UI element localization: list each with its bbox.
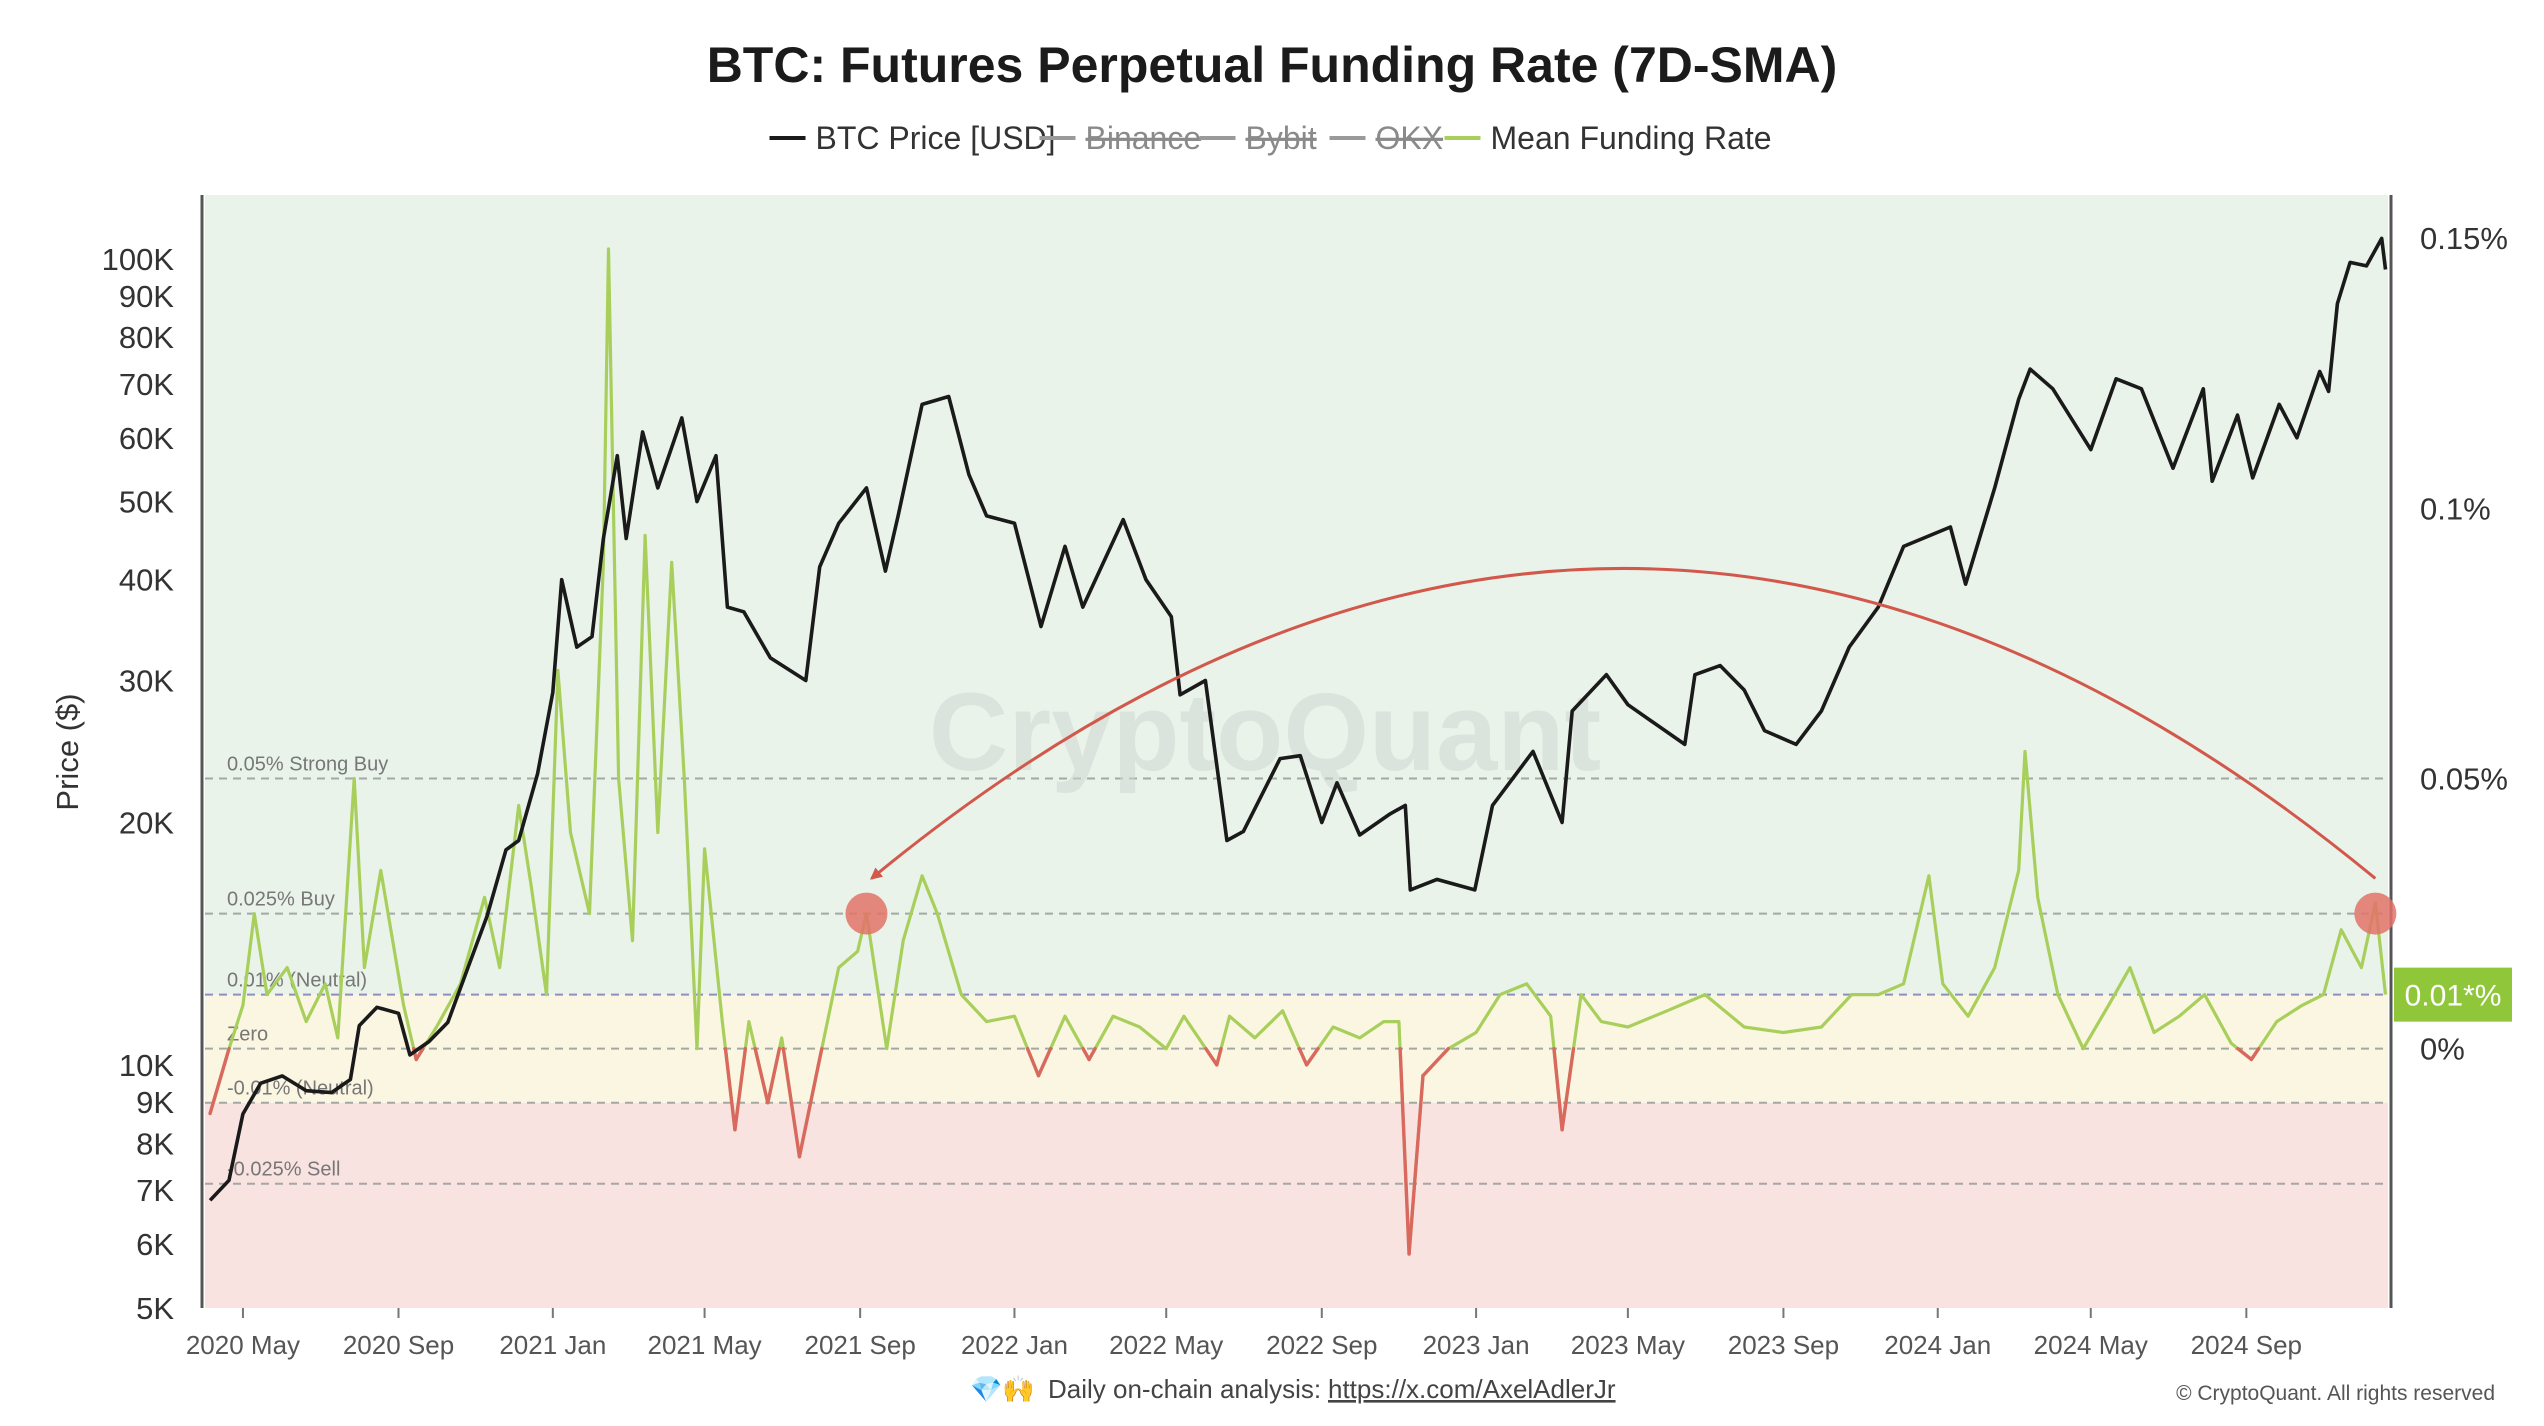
y-axis-label: Price ($) (50, 693, 85, 810)
x-tick-11: 2024 Jan (1884, 1330, 1991, 1360)
reference-label-3: Zero (227, 1024, 268, 1046)
y-left-tick-9: 10K (119, 1048, 174, 1083)
funding-negative-segment (1081, 1046, 1091, 1062)
y-right-tick-2: 0.05% (2420, 762, 2508, 797)
x-tick-10: 2023 Sep (1728, 1330, 1839, 1360)
x-tick-6: 2022 May (1109, 1330, 1223, 1360)
x-tick-3: 2021 May (647, 1330, 761, 1360)
current-value-badge-label: 0.01*% (2405, 980, 2502, 1013)
funding-negative-segment (1304, 1046, 1320, 1067)
annotations: 0.01*% (845, 567, 2512, 1022)
x-tick-13: 2024 Sep (2191, 1330, 2302, 1360)
funding-negative-segment (1036, 1046, 1053, 1078)
y-left-tick-6: 40K (119, 563, 174, 598)
y-right-tick-3: 0% (2420, 1032, 2465, 1067)
btc-price-line (208, 236, 2388, 1202)
x-tick-12: 2024 May (2034, 1330, 2148, 1360)
legend-entry-2[interactable]: Bybit (1246, 120, 1317, 156)
zone-1 (205, 994, 2388, 1103)
copyright: © CryptoQuant. All rights reserved (2176, 1382, 2495, 1405)
funding-negative-segment (1407, 1073, 1425, 1256)
mean-funding-rate-line (208, 247, 2388, 1256)
footer: 💎🙌 Daily on-chain analysis: https://x.co… (970, 1374, 2495, 1405)
reference-label-1: 0.025% Buy (227, 889, 335, 911)
legend: BTC Price [USD] Binance Bybit OKX Mean Fundi… (769, 120, 1772, 156)
zones (205, 195, 2388, 1308)
footer-text: Daily on-chain analysis: (1048, 1374, 1321, 1404)
zone-2 (205, 1102, 2388, 1308)
y-left-tick-8: 20K (119, 805, 174, 840)
y-left-tick-11: 8K (136, 1126, 174, 1161)
y-left-tick-13: 6K (136, 1227, 174, 1262)
funding-negative-segment (1204, 1046, 1219, 1067)
legend-entry-3[interactable]: OKX (1376, 120, 1444, 156)
legend-entry-4[interactable]: Mean Funding Rate (1491, 120, 1772, 156)
y-left-tick-7: 30K (119, 664, 174, 699)
y-right-tick-0: 0.15% (2420, 221, 2508, 256)
funding-negative-segment (1398, 1046, 1411, 1256)
funding-negative-segment (816, 1046, 824, 1067)
x-tick-7: 2022 Sep (1266, 1330, 1377, 1360)
funding-negative-segment (414, 1046, 425, 1062)
current-value-badge (2394, 967, 2512, 1022)
y-left-tick-3: 70K (119, 367, 174, 402)
reference-label-5: -0.025% Sell (227, 1159, 340, 1181)
y-left-tick-4: 60K (119, 421, 174, 456)
highlight-circle-1 (2354, 892, 2397, 935)
y-right-tick-1: 0.1% (2420, 491, 2491, 526)
y-left-tick-1: 90K (119, 279, 174, 314)
x-tick-9: 2023 May (1571, 1330, 1685, 1360)
legend-entry-0[interactable]: BTC Price [USD] (816, 120, 1056, 156)
x-tick-4: 2021 Sep (804, 1330, 915, 1360)
funding-negative-segment (733, 1046, 748, 1132)
funding-negative-segment (781, 1046, 802, 1159)
y-left-tick-10: 9K (136, 1085, 174, 1120)
series (208, 236, 2388, 1256)
funding-negative-segment (2249, 1046, 2261, 1062)
funding-negative-segment (1215, 1046, 1223, 1067)
funding-negative-segment (753, 1046, 770, 1105)
funding-negative-segment (208, 1046, 231, 1116)
x-tick-8: 2023 Jan (1423, 1330, 1530, 1360)
y-left-tick-0: 100K (102, 242, 175, 277)
funding-negative-segment (723, 1046, 737, 1132)
y-left-tick-5: 50K (119, 485, 174, 520)
curved-arrow (869, 567, 2377, 880)
footer-emoji: 💎🙌 (970, 1374, 1035, 1404)
y-left-tick-12: 7K (136, 1173, 174, 1208)
highlight-circle-0 (845, 892, 888, 935)
funding-negative-segment (797, 1063, 821, 1159)
y-left-tick-2: 80K (119, 320, 174, 355)
footer-link[interactable]: https://x.com/AxelAdlerJr (1328, 1374, 1616, 1404)
x-tick-2: 2021 Jan (499, 1330, 606, 1360)
chart-title: BTC: Futures Perpetual Funding Rate (7D-… (707, 37, 1838, 93)
y-left-tick-14: 5K (136, 1291, 174, 1326)
funding-negative-segment (1421, 1046, 1450, 1078)
watermark: CryptoQuant (929, 671, 1601, 794)
funding-negative-segment (1560, 1046, 1576, 1132)
reference-label-0: 0.05% Strong Buy (227, 754, 388, 776)
x-tick-0: 2020 May (186, 1330, 300, 1360)
funding-negative-segment (1025, 1046, 1041, 1078)
legend-entry-1[interactable]: Binance (1086, 120, 1202, 156)
x-tick-1: 2020 Sep (343, 1330, 454, 1360)
funding-negative-segment (1087, 1046, 1097, 1062)
funding-negative-segment (1297, 1046, 1309, 1067)
x-tick-5: 2022 Jan (961, 1330, 1068, 1360)
reference-label-2: 0.01% (Neutral) (227, 970, 367, 992)
funding-negative-segment (766, 1046, 782, 1105)
zone-0 (205, 195, 2388, 995)
funding-negative-segment (2236, 1046, 2254, 1062)
funding-negative-segment (1552, 1046, 1564, 1132)
